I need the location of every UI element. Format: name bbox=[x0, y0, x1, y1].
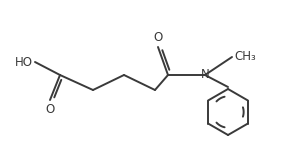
Text: HO: HO bbox=[15, 56, 33, 69]
Text: O: O bbox=[45, 103, 55, 116]
Text: O: O bbox=[153, 31, 163, 44]
Text: N: N bbox=[201, 69, 209, 81]
Text: CH₃: CH₃ bbox=[234, 51, 256, 63]
